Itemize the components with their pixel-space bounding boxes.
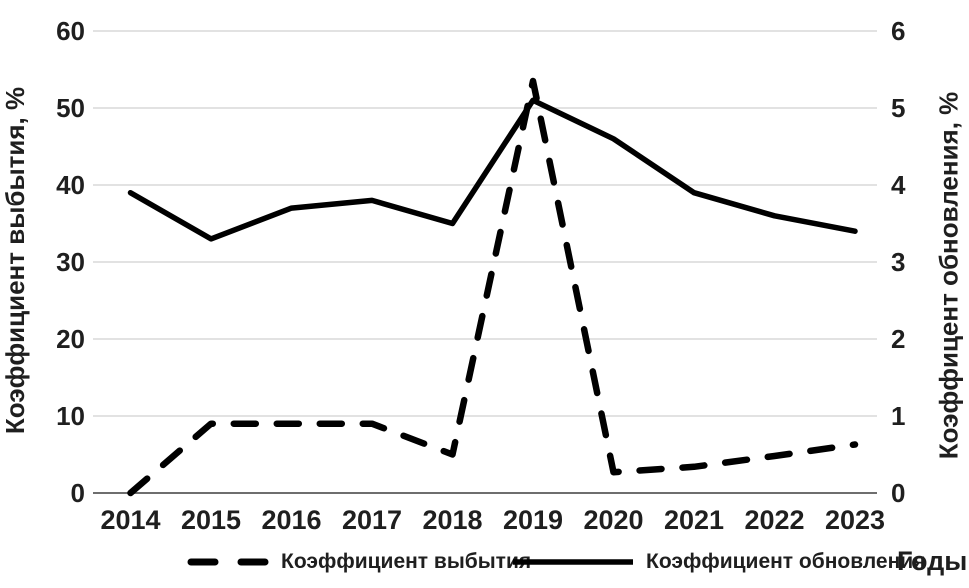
right-axis-tick-label: 6 (891, 16, 905, 46)
x-axis-tick-label: 2022 (744, 505, 804, 535)
left-axis-tick-label: 0 (71, 478, 85, 508)
dashed-line-legend-icon (187, 558, 271, 566)
right-axis-title: Коэффицент обновления, % (927, 55, 969, 495)
dashed-series-line (127, 77, 859, 497)
right-axis-tick-label: 3 (891, 247, 905, 277)
x-axis-tick-label: 2019 (503, 505, 563, 535)
left-axis-tick-label: 30 (56, 247, 85, 277)
left-axis-tick-label: 60 (56, 16, 85, 46)
left-axis-tick-label: 50 (56, 93, 85, 123)
right-axis-tick-label: 1 (891, 401, 905, 431)
left-axis-title-text: Коэффициент выбытия, % (0, 86, 31, 434)
legend-label-solid: Коэффициент обновления (646, 550, 926, 573)
left-axis-tick-label: 20 (56, 324, 85, 354)
right-axis-tick-label: 0 (891, 478, 905, 508)
legend-label-dashed: Коэффициент выбытия (281, 550, 532, 573)
x-axis-tick-label: 2015 (181, 505, 241, 535)
left-axis-tick-label: 10 (56, 401, 85, 431)
x-axis-tick-label: 2023 (825, 505, 885, 535)
x-axis-tick-label: 2020 (583, 505, 643, 535)
x-axis-tick-label: 2017 (342, 505, 402, 535)
x-axis-title: Годы (897, 546, 968, 576)
x-axis-tick-label: 2016 (261, 505, 321, 535)
solid-series-line (127, 97, 858, 242)
left-axis-tick-label: 40 (56, 170, 85, 200)
right-axis-tick-label: 2 (891, 324, 905, 354)
legend-item-dashed: Коэффициент выбытия (183, 549, 531, 575)
solid-line-legend-icon (513, 559, 633, 565)
x-axis-tick-label: 2018 (422, 505, 482, 535)
left-axis-title: Коэффициент выбытия, % (0, 28, 38, 492)
right-axis-tick-label: 5 (891, 93, 905, 123)
x-axis-tick-label: 2021 (664, 505, 724, 535)
x-axis-tick-label: 2014 (100, 505, 160, 535)
legend-item-solid: Коэффициент обновления (510, 549, 925, 575)
right-axis-tick-label: 4 (891, 170, 906, 200)
right-axis-title-text: Коэффицент обновления, % (933, 91, 964, 459)
